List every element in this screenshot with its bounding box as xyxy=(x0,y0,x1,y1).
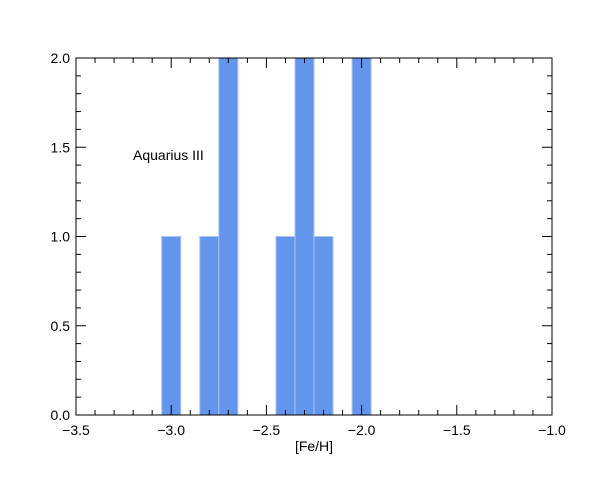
x-tick-label: −3.0 xyxy=(157,422,185,438)
x-tick-label: −2.0 xyxy=(348,422,376,438)
x-tick-labels: −3.5 −3.0 −2.5 −2.0 −1.5 −1.0 xyxy=(62,422,566,438)
histogram-bars xyxy=(161,57,372,416)
y-tick-label: 0.0 xyxy=(51,407,71,423)
axis-ticks xyxy=(75,57,553,416)
histogram-bar xyxy=(313,236,334,416)
x-tick-label: −2.5 xyxy=(253,422,281,438)
histogram-bar xyxy=(294,57,315,416)
x-axis-label: [Fe/H] xyxy=(295,438,333,454)
x-tick-label: −1.5 xyxy=(443,422,471,438)
histogram-bar xyxy=(275,236,296,416)
histogram-bar xyxy=(161,236,182,416)
y-tick-label: 0.5 xyxy=(51,318,71,334)
y-tick-label: 1.5 xyxy=(51,139,71,155)
histogram-bar xyxy=(351,57,372,416)
y-tick-label: 2.0 xyxy=(51,50,71,66)
x-tick-label: −1.0 xyxy=(538,422,566,438)
histogram-bar xyxy=(218,57,239,416)
chart-annotation: Aquarius III xyxy=(133,147,204,163)
x-tick-label: −3.5 xyxy=(62,422,90,438)
y-tick-label: 1.0 xyxy=(51,229,71,245)
y-tick-labels: 0.0 0.5 1.0 1.5 2.0 xyxy=(51,50,71,423)
histogram-bar xyxy=(199,236,220,416)
